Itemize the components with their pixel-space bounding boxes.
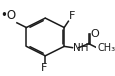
Text: CH₃: CH₃ (96, 43, 114, 53)
Text: F: F (68, 11, 75, 21)
Text: NH: NH (72, 43, 88, 53)
Text: F: F (41, 63, 47, 73)
Text: O: O (89, 29, 98, 39)
Text: •O: •O (0, 9, 16, 22)
